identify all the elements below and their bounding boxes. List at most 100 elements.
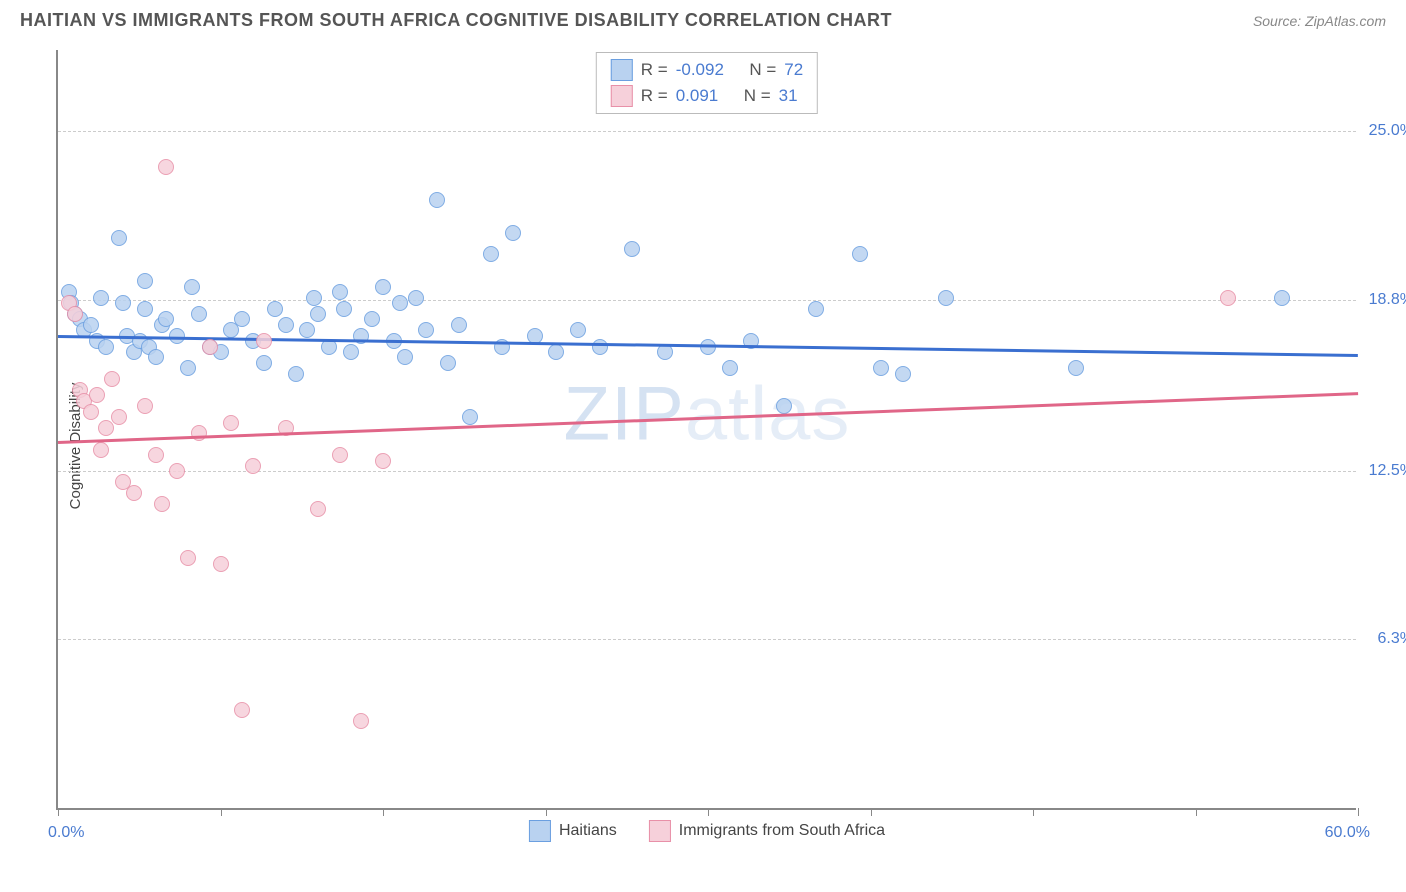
n-label: N = xyxy=(744,86,771,106)
data-point xyxy=(89,387,105,403)
data-point xyxy=(397,349,413,365)
data-point xyxy=(111,230,127,246)
swatch-series1 xyxy=(611,59,633,81)
data-point xyxy=(722,360,738,376)
data-point xyxy=(111,409,127,425)
data-point xyxy=(1274,290,1290,306)
grid-line xyxy=(58,639,1356,640)
y-tick-label: 18.8% xyxy=(1369,291,1406,309)
data-point xyxy=(180,360,196,376)
data-point xyxy=(256,333,272,349)
chart-source: Source: ZipAtlas.com xyxy=(1253,13,1386,29)
data-point xyxy=(234,702,250,718)
data-point xyxy=(451,317,467,333)
data-point xyxy=(336,301,352,317)
data-point xyxy=(776,398,792,414)
data-point xyxy=(67,306,83,322)
data-point xyxy=(310,501,326,517)
data-point xyxy=(234,311,250,327)
watermark-bold: ZIP xyxy=(564,371,685,456)
x-tick xyxy=(1033,808,1034,816)
x-tick xyxy=(708,808,709,816)
data-point xyxy=(137,273,153,289)
data-point xyxy=(93,442,109,458)
data-point xyxy=(169,463,185,479)
data-point xyxy=(895,366,911,382)
data-point xyxy=(98,339,114,355)
chart-title: HAITIAN VS IMMIGRANTS FROM SOUTH AFRICA … xyxy=(20,10,892,31)
correlation-stats-box: R = -0.092 N = 72 R = 0.091 N = 31 xyxy=(596,52,818,114)
data-point xyxy=(154,496,170,512)
scatter-chart: ZIPatlas R = -0.092 N = 72 R = 0.091 N =… xyxy=(56,50,1356,810)
data-point xyxy=(288,366,304,382)
data-point xyxy=(299,322,315,338)
data-point xyxy=(148,447,164,463)
data-point xyxy=(223,415,239,431)
data-point xyxy=(1068,360,1084,376)
data-point xyxy=(332,447,348,463)
x-tick xyxy=(221,808,222,816)
data-point xyxy=(462,409,478,425)
r-label: R = xyxy=(641,86,668,106)
data-point xyxy=(191,425,207,441)
data-point xyxy=(104,371,120,387)
data-point xyxy=(202,339,218,355)
y-tick-label: 12.5% xyxy=(1369,462,1406,480)
y-tick-label: 25.0% xyxy=(1369,122,1406,140)
x-tick xyxy=(58,808,59,816)
x-tick xyxy=(871,808,872,816)
data-point xyxy=(418,322,434,338)
data-point xyxy=(375,453,391,469)
data-point xyxy=(548,344,564,360)
legend-item-series1: Haitians xyxy=(529,820,617,842)
r-value-series1: -0.092 xyxy=(676,60,724,80)
data-point xyxy=(353,713,369,729)
data-point xyxy=(1220,290,1236,306)
n-value-series2: 31 xyxy=(779,86,798,106)
data-point xyxy=(158,311,174,327)
x-tick xyxy=(383,808,384,816)
data-point xyxy=(808,301,824,317)
n-value-series1: 72 xyxy=(784,60,803,80)
legend-swatch-series1 xyxy=(529,820,551,842)
x-max-label: 60.0% xyxy=(1325,824,1370,842)
data-point xyxy=(184,279,200,295)
data-point xyxy=(180,550,196,566)
data-point xyxy=(213,556,229,572)
data-point xyxy=(624,241,640,257)
legend-swatch-series2 xyxy=(649,820,671,842)
x-min-label: 0.0% xyxy=(48,824,84,842)
data-point xyxy=(343,344,359,360)
data-point xyxy=(126,485,142,501)
data-point xyxy=(364,311,380,327)
trend-line xyxy=(58,392,1358,443)
data-point xyxy=(873,360,889,376)
data-point xyxy=(137,301,153,317)
data-point xyxy=(158,159,174,175)
grid-line xyxy=(58,131,1356,132)
stats-row-series2: R = 0.091 N = 31 xyxy=(611,83,803,109)
data-point xyxy=(137,398,153,414)
x-tick xyxy=(1196,808,1197,816)
legend-label-series2: Immigrants from South Africa xyxy=(679,822,885,840)
legend-label-series1: Haitians xyxy=(559,822,617,840)
data-point xyxy=(375,279,391,295)
data-point xyxy=(408,290,424,306)
swatch-series2 xyxy=(611,85,633,107)
data-point xyxy=(191,306,207,322)
data-point xyxy=(332,284,348,300)
data-point xyxy=(83,404,99,420)
r-value-series2: 0.091 xyxy=(676,86,719,106)
data-point xyxy=(267,301,283,317)
data-point xyxy=(98,420,114,436)
data-point xyxy=(392,295,408,311)
data-point xyxy=(115,295,131,311)
data-point xyxy=(592,339,608,355)
data-point xyxy=(310,306,326,322)
data-point xyxy=(852,246,868,262)
y-tick-label: 6.3% xyxy=(1378,630,1406,648)
data-point xyxy=(429,192,445,208)
x-tick xyxy=(1358,808,1359,816)
legend-item-series2: Immigrants from South Africa xyxy=(649,820,885,842)
x-tick xyxy=(546,808,547,816)
